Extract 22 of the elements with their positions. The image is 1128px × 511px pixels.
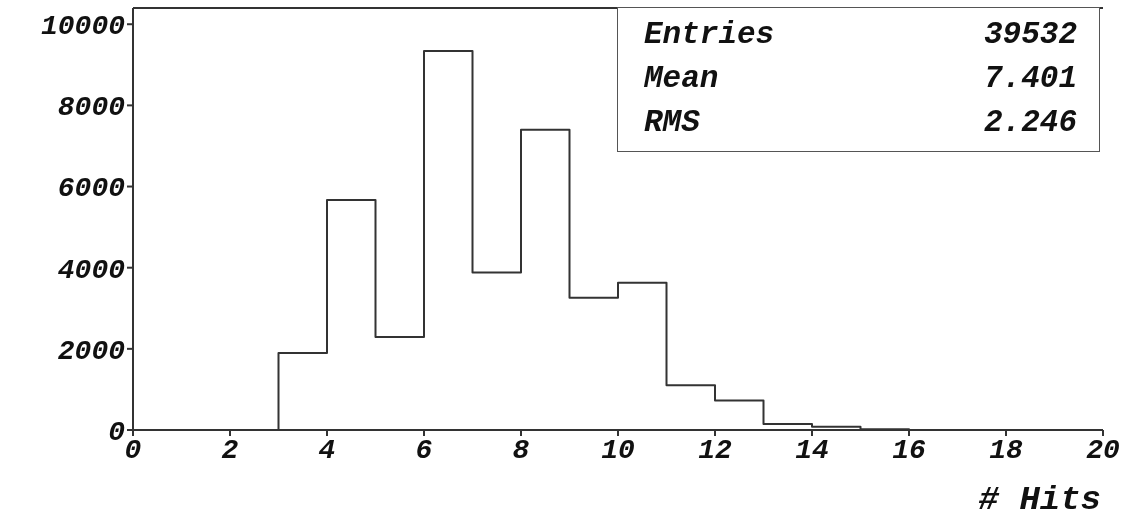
- y-tick-label: 8000: [57, 92, 125, 124]
- x-tick-label: 16: [892, 434, 926, 466]
- annotation: 2.246: [983, 104, 1077, 140]
- x-tick-label: 14: [795, 434, 829, 466]
- x-tick-label: 2: [221, 434, 239, 466]
- x-tick-label: 8: [512, 434, 530, 466]
- y-tick-label: 2000: [57, 335, 125, 367]
- y-tick-label: 4000: [57, 254, 125, 286]
- x-tick-label: 18: [989, 434, 1023, 466]
- y-tick-label: 6000: [57, 173, 125, 205]
- x-tick-label: 10: [601, 434, 635, 466]
- annotation: 7.401: [983, 60, 1077, 96]
- annotation: Mean: [644, 60, 719, 96]
- x-tick-label: 4: [318, 434, 336, 466]
- x-tick-label: 6: [415, 434, 433, 466]
- annotation: 39532: [983, 16, 1077, 52]
- y-tick-label: 10000: [40, 11, 125, 43]
- x-tick-label: 12: [698, 434, 732, 466]
- x-tick-label: 20: [1086, 434, 1120, 466]
- x-axis-title: # Hits: [978, 481, 1101, 511]
- annotation: RMS: [644, 104, 700, 140]
- annotation: Entries: [644, 16, 775, 52]
